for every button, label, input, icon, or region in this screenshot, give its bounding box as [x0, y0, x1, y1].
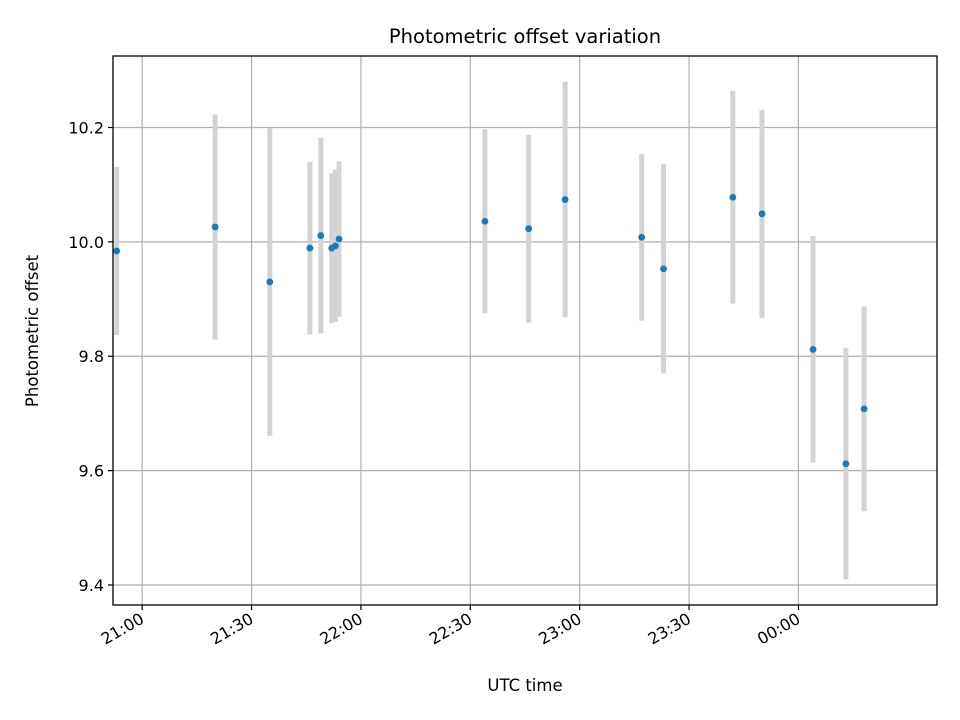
gridlines [113, 56, 937, 605]
data-point [211, 223, 219, 231]
data-point [561, 196, 569, 203]
data-point [860, 405, 868, 413]
y-tick-label: 9.6 [79, 462, 104, 481]
data-point [266, 278, 274, 286]
data-point [306, 244, 314, 252]
data-point [809, 345, 817, 353]
y-tick-label: 9.8 [79, 347, 104, 366]
data-point [842, 460, 850, 468]
data-point [113, 247, 121, 255]
chart-title: Photometric offset variation [389, 25, 661, 48]
data-point [729, 193, 737, 201]
data-point [332, 242, 339, 250]
data-point [525, 225, 533, 233]
data-point [317, 232, 325, 239]
data-point [335, 235, 343, 243]
y-tick-label: 10.0 [68, 233, 104, 252]
data-point [481, 217, 489, 225]
y-tick-label: 9.4 [79, 576, 104, 595]
y-axis-title: Photometric offset [23, 254, 42, 407]
data-point [660, 265, 667, 273]
data-point [638, 233, 646, 241]
y-tick-label: 10.2 [68, 118, 104, 137]
data-points [113, 193, 868, 468]
y-axis: 9.4 9.6 9.8 10.0 10.2 [68, 118, 113, 595]
plot-area-frame [112, 55, 938, 606]
x-axis-title: UTC time [487, 676, 562, 695]
data-point [758, 210, 766, 218]
